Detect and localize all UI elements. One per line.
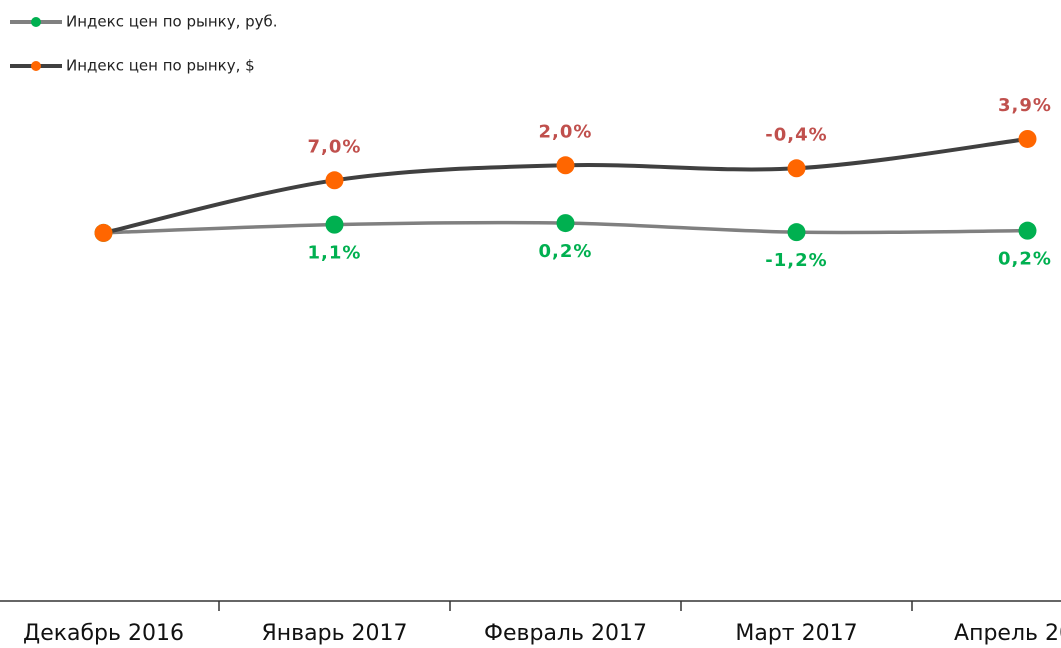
x-tick-label: Март 2017 [735,621,857,646]
data-point [94,223,113,242]
data-label: -1,2% [765,250,827,271]
data-point [787,159,806,178]
data-label: 1,1% [308,243,362,264]
data-label: -0,4% [765,124,827,145]
data-point [1018,221,1037,240]
data-point [787,223,806,242]
data-label: 7,0% [308,136,362,157]
legend-marker [31,17,41,27]
data-point [1018,129,1037,148]
legend-marker [31,61,41,71]
data-label: 0,2% [998,249,1052,270]
data-label: 0,2% [539,241,593,262]
x-tick-label: Апрель 2017 [954,621,1061,646]
data-label: 3,9% [998,95,1052,116]
x-tick-label: Декабрь 2016 [23,621,184,646]
data-point [556,214,575,233]
data-point [325,215,344,234]
legend-label: Индекс цен по рынку, $ [66,57,255,75]
data-point [556,156,575,175]
data-point [325,171,344,190]
legend-label: Индекс цен по рынку, руб. [66,13,278,31]
x-tick-label: Январь 2017 [261,621,407,646]
x-tick-label: Февраль 2017 [484,621,647,646]
data-label: 2,0% [539,121,593,142]
